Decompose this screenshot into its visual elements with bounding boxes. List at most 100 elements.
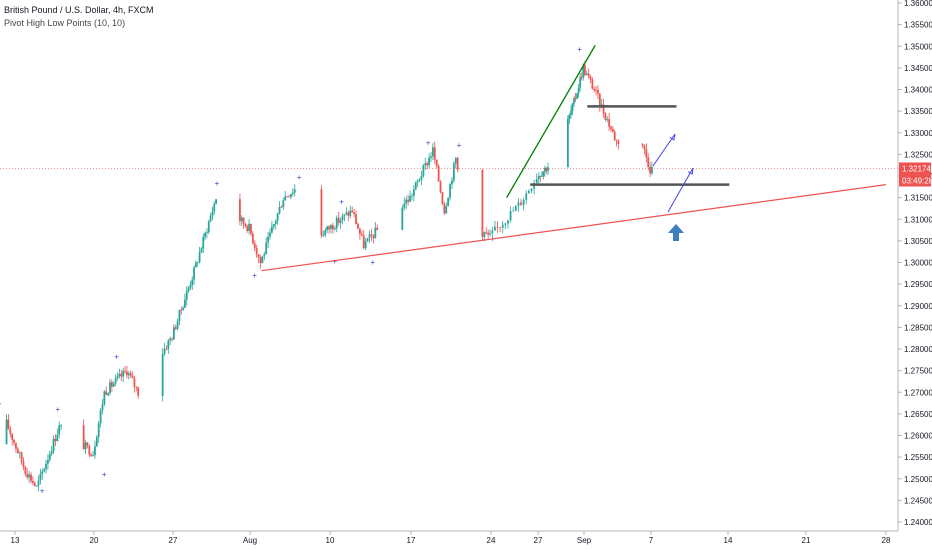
candle-body [18,452,21,454]
projection-arrow-head [669,133,676,141]
candle-body [182,307,184,310]
candle-body [291,192,294,194]
candle-body [88,445,91,455]
candle-body [206,232,208,234]
candle-body [362,235,365,249]
candle-body [293,189,296,193]
candle-body [481,169,484,237]
candle-body [326,226,329,231]
pivot-high-marker: + [426,139,431,148]
candle-body [112,383,115,387]
pivot-high-marker: + [297,173,302,182]
candle-body [368,234,371,239]
pivot-high-marker: + [215,179,220,188]
candle-body [5,419,8,445]
candle-body [26,474,29,478]
candle-body [412,189,415,196]
candle-body [269,232,271,237]
candle-body [405,199,408,204]
candle-body [180,309,183,311]
y-tick-label: 1.33500 [904,107,932,116]
candle-body [351,210,354,213]
candle-body [433,147,436,160]
candle-body [602,104,605,114]
candle-body [376,227,379,230]
x-tick-label: 13 [11,536,20,545]
candle-body [171,338,173,340]
candle-body [520,202,522,206]
candle-body [370,234,373,236]
pivot-high-marker: + [339,197,344,206]
candle-body [265,242,268,255]
candle-body [576,93,578,99]
candle-body [611,128,614,132]
candle-body [589,76,592,80]
candle-body [196,262,199,263]
candle-body [189,284,192,288]
candle-body [103,391,106,405]
candle-body [574,97,577,99]
candle-body [251,233,254,244]
candle-body [535,179,538,183]
projection-arrow-head [687,167,694,175]
candle-body [101,404,104,411]
channel-trendline [506,45,596,198]
candle-body [426,163,429,166]
candle-body [105,391,108,395]
candle-body [202,236,205,249]
candle-body [127,373,130,376]
candle-body [331,225,334,230]
candle-body [570,111,572,115]
candle-body [641,143,644,146]
candle-body [48,453,51,460]
candle-body [345,212,348,215]
candle-body [414,182,417,190]
candle-body [585,73,588,75]
candle-body [276,213,279,221]
candle-body [418,179,421,181]
candle-body [161,353,164,396]
x-tick-label: 14 [724,536,733,545]
y-tick-label: 1.25000 [904,475,932,484]
candle-body [587,73,590,77]
support-trendline [261,184,887,272]
candle-body [335,217,338,229]
candle-body [580,77,583,79]
candle-body [22,461,25,467]
candle-body [246,226,249,231]
candle-body [126,371,128,376]
candle-body [366,238,369,242]
candle-body [213,203,216,212]
candle-body [137,387,140,396]
candle-body [56,434,59,441]
candle-body [240,217,243,222]
candle-body [645,149,648,158]
candle-body [176,321,179,329]
candle-body [347,212,350,216]
candle-body [107,393,110,395]
y-tick-label: 1.35000 [904,42,932,51]
candle-body [28,474,31,478]
y-tick-label: 1.26500 [904,410,932,419]
candle-body [185,291,188,300]
candle-body [608,119,611,127]
candle-body [209,215,212,222]
candle-body [184,299,186,308]
current-price-badge [899,162,931,175]
candle-body [124,370,126,372]
candle-body [451,180,453,185]
candle-body [135,386,138,388]
y-tick-label: 1.28000 [904,345,932,354]
y-tick-label: 1.30000 [904,259,932,268]
x-tick-label: 28 [882,536,891,545]
candle-body [244,223,247,227]
y-tick-label: 1.27000 [904,388,932,397]
candle-body [173,327,175,340]
candle-body [169,338,172,341]
candle-body [452,163,455,181]
candle-body [272,224,275,227]
candle-body [35,485,38,487]
candle-body [84,442,87,450]
